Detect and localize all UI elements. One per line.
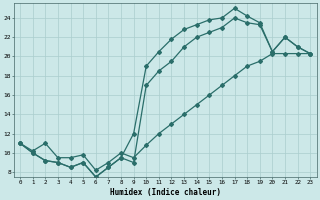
X-axis label: Humidex (Indice chaleur): Humidex (Indice chaleur) — [110, 188, 220, 197]
